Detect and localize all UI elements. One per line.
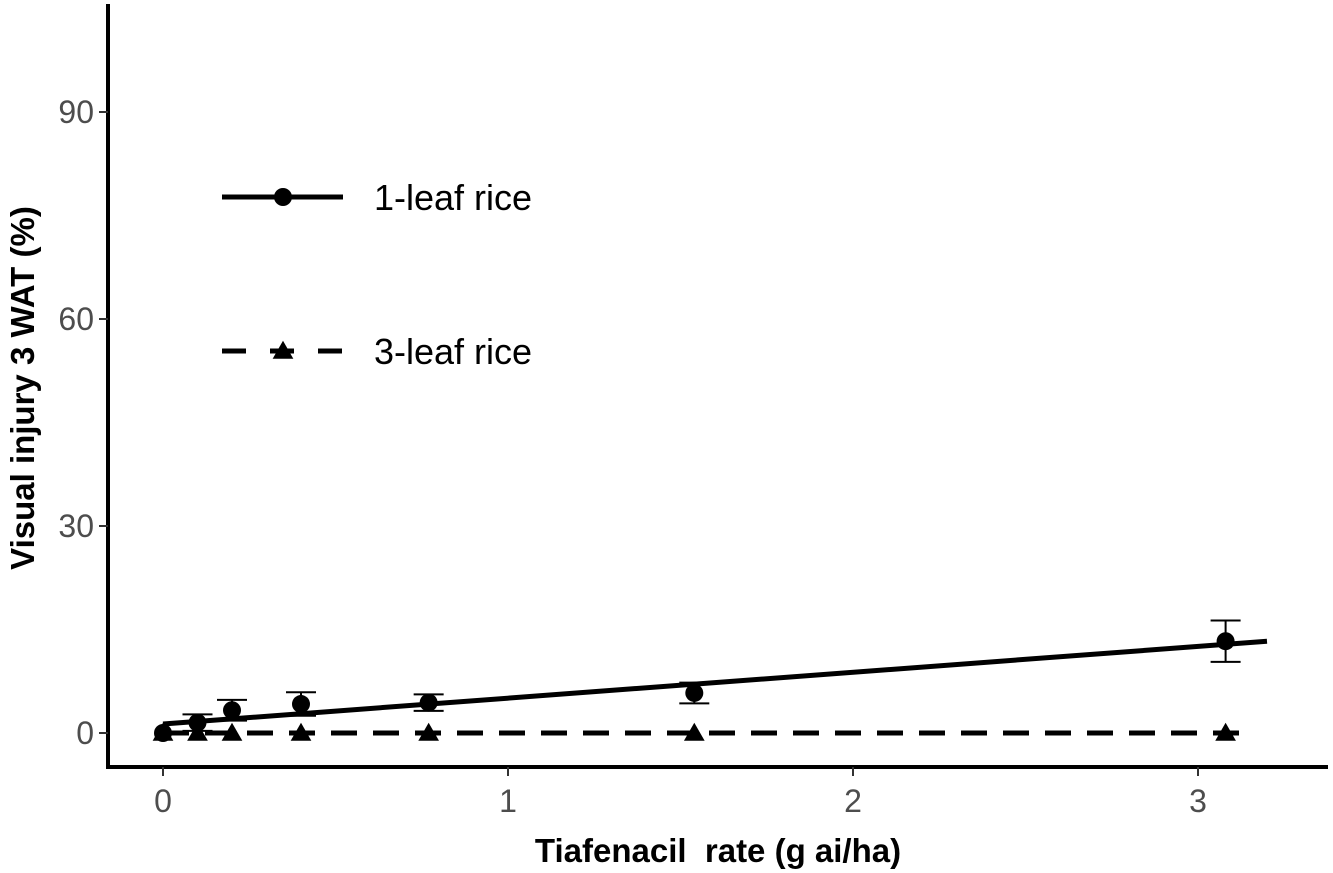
data-point bbox=[188, 713, 207, 732]
data-point bbox=[223, 701, 241, 720]
data-point bbox=[152, 722, 174, 741]
data-point bbox=[1215, 722, 1236, 741]
series-2 bbox=[152, 722, 1250, 741]
data-point bbox=[221, 722, 243, 741]
y-tick-label: 0 bbox=[76, 715, 94, 751]
axes bbox=[106, 4, 1328, 769]
y-tick-label: 60 bbox=[58, 301, 94, 337]
data-point bbox=[418, 722, 439, 741]
data-point bbox=[1216, 632, 1235, 651]
x-tick-label: 3 bbox=[1189, 783, 1207, 819]
data-point bbox=[292, 695, 310, 714]
data-point bbox=[187, 722, 208, 741]
y-axis-title: Visual injury 3 WAT (%) bbox=[4, 206, 41, 570]
data-point bbox=[290, 722, 312, 741]
plot-area bbox=[152, 619, 1268, 742]
x-tick-label: 1 bbox=[499, 783, 517, 819]
legend-marker bbox=[272, 340, 294, 359]
x-axis-title: Tiafenacil rate (g ai/ha) bbox=[535, 832, 901, 869]
x-tick-label: 0 bbox=[154, 783, 172, 819]
legend-item-2: 3-leaf rice bbox=[222, 331, 532, 372]
legend-item-1: 1-leaf rice bbox=[222, 177, 532, 218]
y-tick-label: 30 bbox=[58, 508, 94, 544]
legend: 1-leaf rice 3-leaf rice bbox=[222, 177, 532, 372]
data-point bbox=[419, 693, 438, 712]
legend-label: 1-leaf rice bbox=[374, 177, 532, 218]
series-1 bbox=[154, 619, 1268, 742]
data-point bbox=[683, 722, 705, 741]
legend-label: 3-leaf rice bbox=[374, 331, 532, 372]
legend-marker bbox=[274, 188, 292, 206]
fit-line bbox=[162, 638, 1268, 727]
y-tick-label: 90 bbox=[58, 94, 94, 130]
x-tick-label: 2 bbox=[844, 783, 862, 819]
data-point bbox=[685, 683, 704, 702]
